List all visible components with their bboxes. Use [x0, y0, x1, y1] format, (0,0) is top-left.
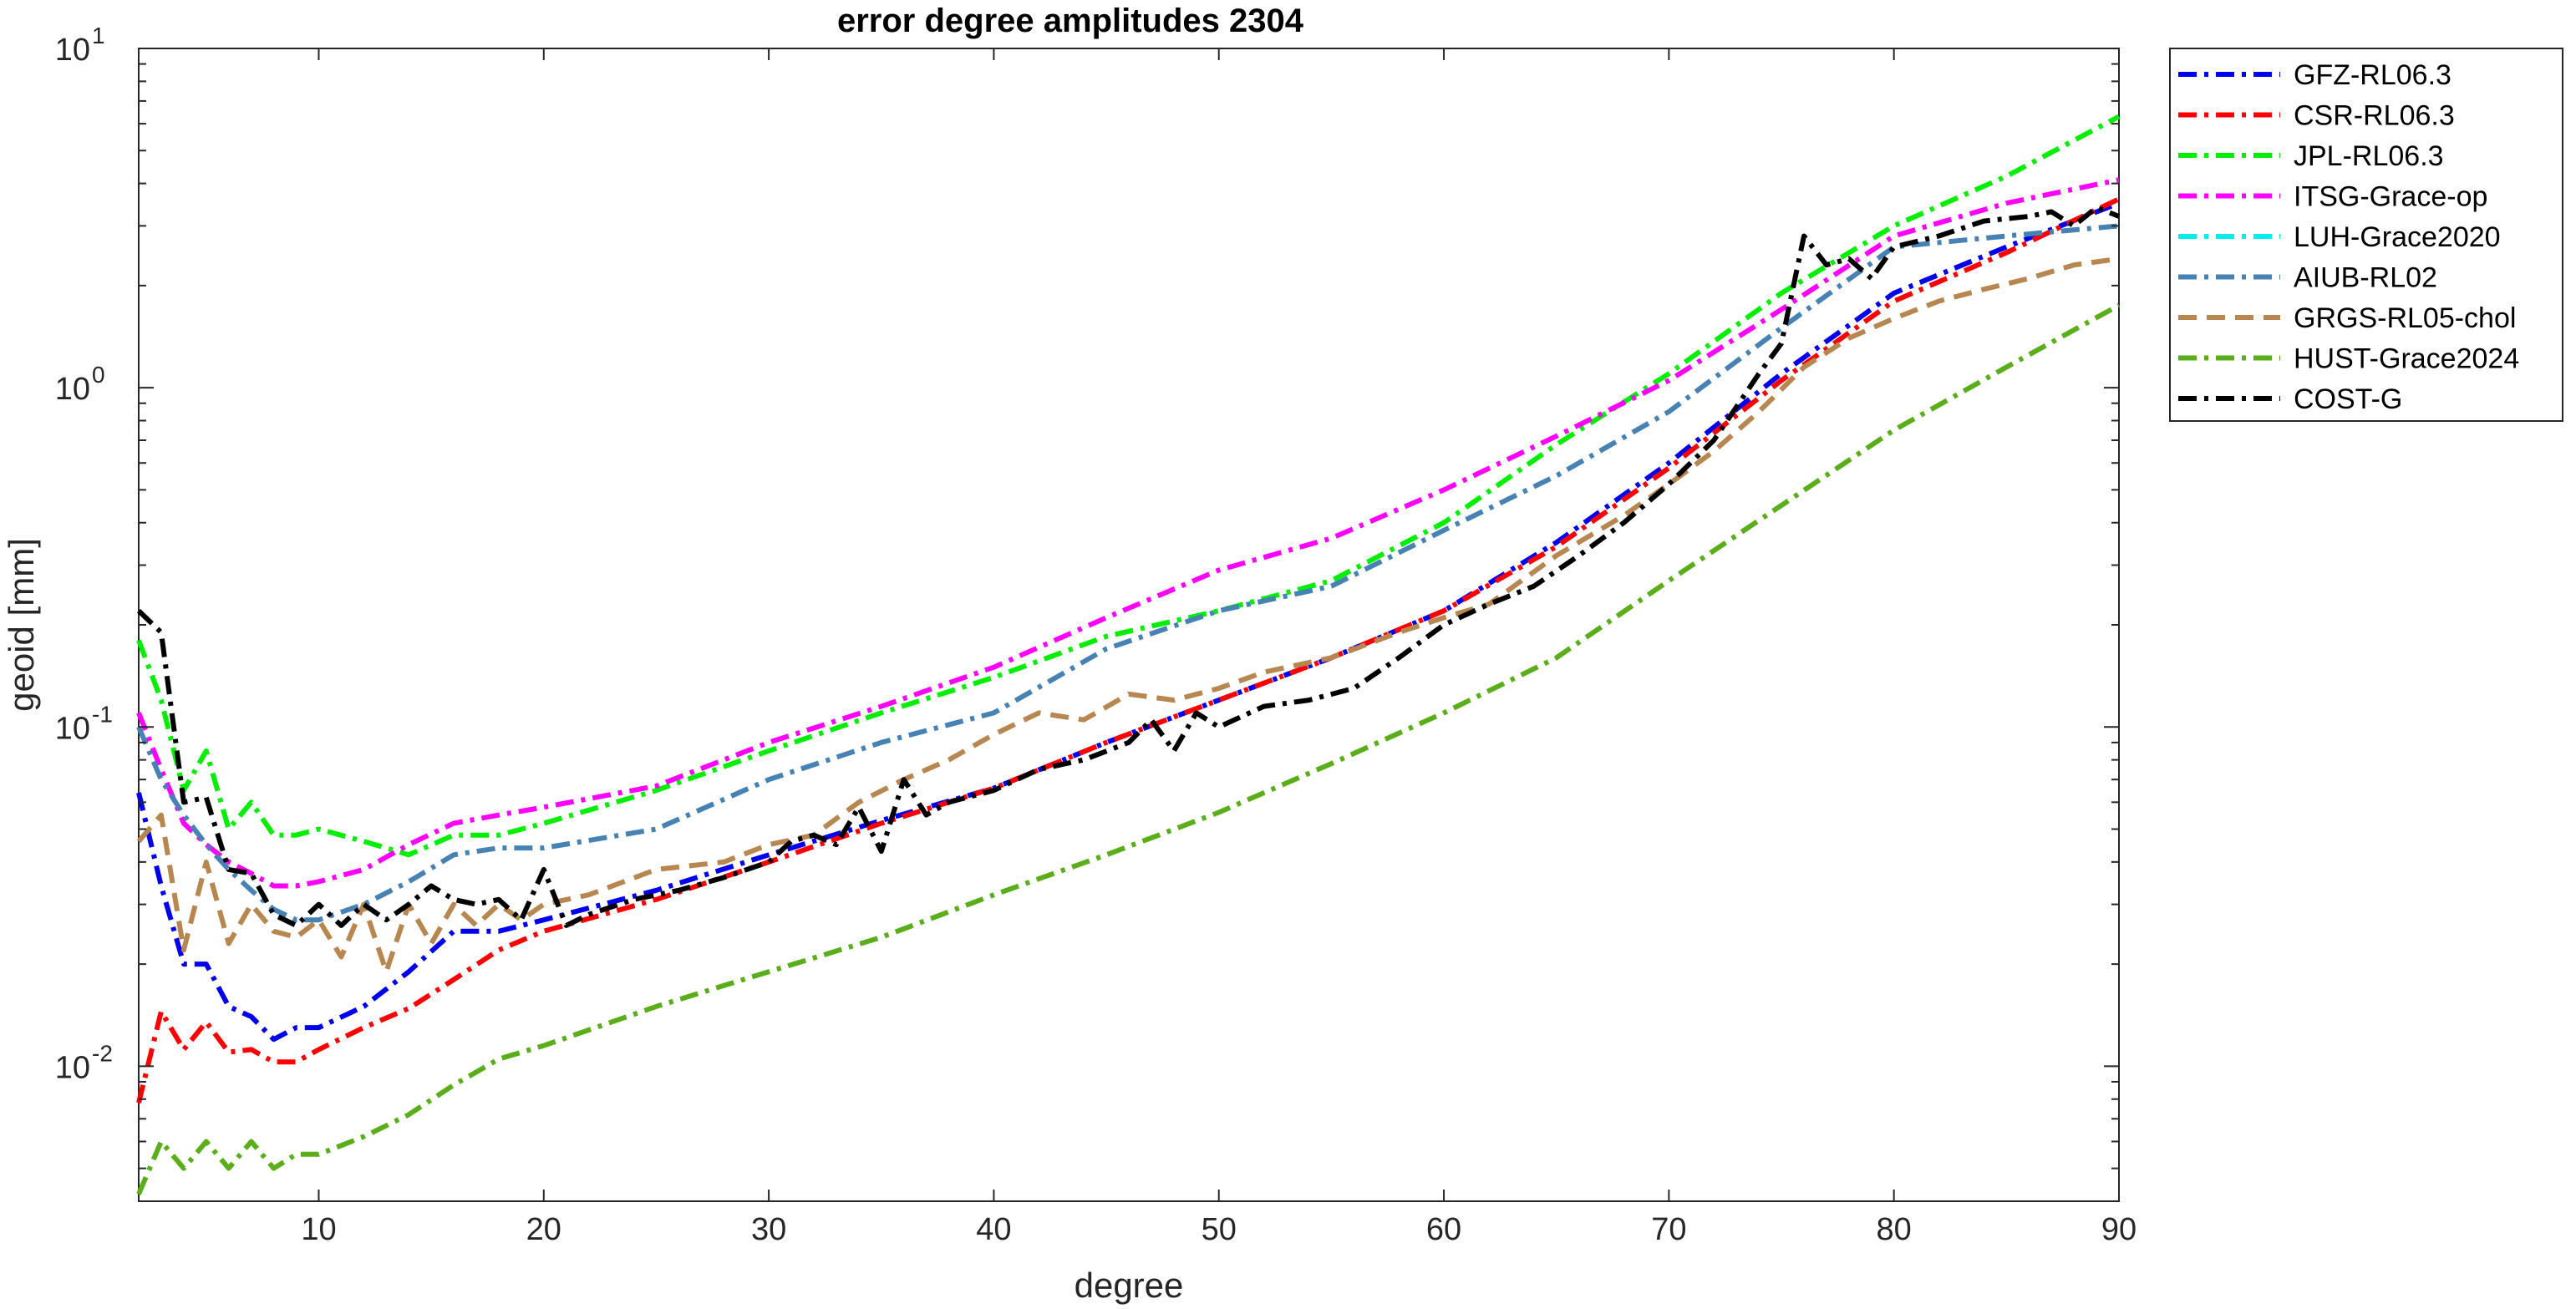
y-tick-label-exp-0: -2 — [92, 1040, 113, 1066]
y-tick-label-exp-3: 1 — [92, 23, 105, 48]
series-line-5 — [136, 223, 2120, 923]
series-layer — [136, 114, 2121, 1195]
legend-label-7: HUST-Grace2024 — [2294, 343, 2519, 375]
x-tick-label-4: 50 — [1202, 1212, 1237, 1247]
legend-label-3: ITSG-Grace-op — [2294, 181, 2487, 213]
legend-label-0: GFZ-RL06.3 — [2294, 59, 2452, 91]
y-tick-label-0: 10 -2 — [55, 1040, 113, 1085]
legend-label-1: CSR-RL06.3 — [2294, 100, 2455, 132]
y-tick-label-2: 10 0 — [55, 362, 105, 407]
y-tick-label-base-0: 10 — [55, 1050, 90, 1085]
x-tick-label-3: 40 — [976, 1212, 1011, 1247]
y-tick-label-base-2: 10 — [55, 372, 90, 407]
legend-label-5: AIUB-RL02 — [2294, 262, 2437, 294]
chart-title: error degree amplitudes 2304 — [837, 3, 1304, 39]
y-axis-label: geoid [mm] — [2, 538, 41, 712]
legend-label-4: LUH-Grace2020 — [2294, 221, 2501, 253]
legend-label-8: COST-G — [2294, 383, 2402, 415]
y-tick-label-1: 10 -1 — [55, 701, 113, 746]
x-axis-label: degree — [1075, 1266, 1184, 1305]
plot-frame — [138, 48, 2120, 1202]
y-tick-label-exp-2: 0 — [92, 362, 105, 388]
x-tick-label-8: 90 — [2101, 1212, 2137, 1247]
y-tick-label-base-1: 10 — [55, 711, 90, 746]
y-tick-label-exp-1: -1 — [92, 701, 113, 727]
legend-items: GFZ-RL06.3 CSR-RL06.3 JPL-RL06.3 ITSG-Grace… — [2178, 59, 2519, 415]
y-tick-label-3: 10 1 — [55, 23, 105, 68]
legend-box — [2169, 48, 2563, 422]
series-line-3 — [136, 177, 2120, 889]
x-tick-label-2: 30 — [751, 1212, 786, 1247]
x-tick-label-7: 80 — [1877, 1212, 1912, 1247]
x-tick-label-6: 70 — [1651, 1212, 1686, 1247]
legend-label-6: GRGS-RL05-chol — [2294, 302, 2516, 334]
x-tick-label-0: 10 — [301, 1212, 336, 1247]
series-line-0 — [136, 200, 2121, 1043]
x-tick-label-1: 20 — [526, 1212, 561, 1247]
legend: GFZ-RL06.3 CSR-RL06.3 JPL-RL06.3 ITSG-Grace… — [2169, 48, 2563, 422]
x-tick-label-5: 60 — [1426, 1212, 1461, 1247]
series-line-7 — [136, 302, 2121, 1195]
y-tick-label-base-3: 10 — [55, 33, 90, 68]
legend-label-2: JPL-RL06.3 — [2294, 140, 2444, 172]
